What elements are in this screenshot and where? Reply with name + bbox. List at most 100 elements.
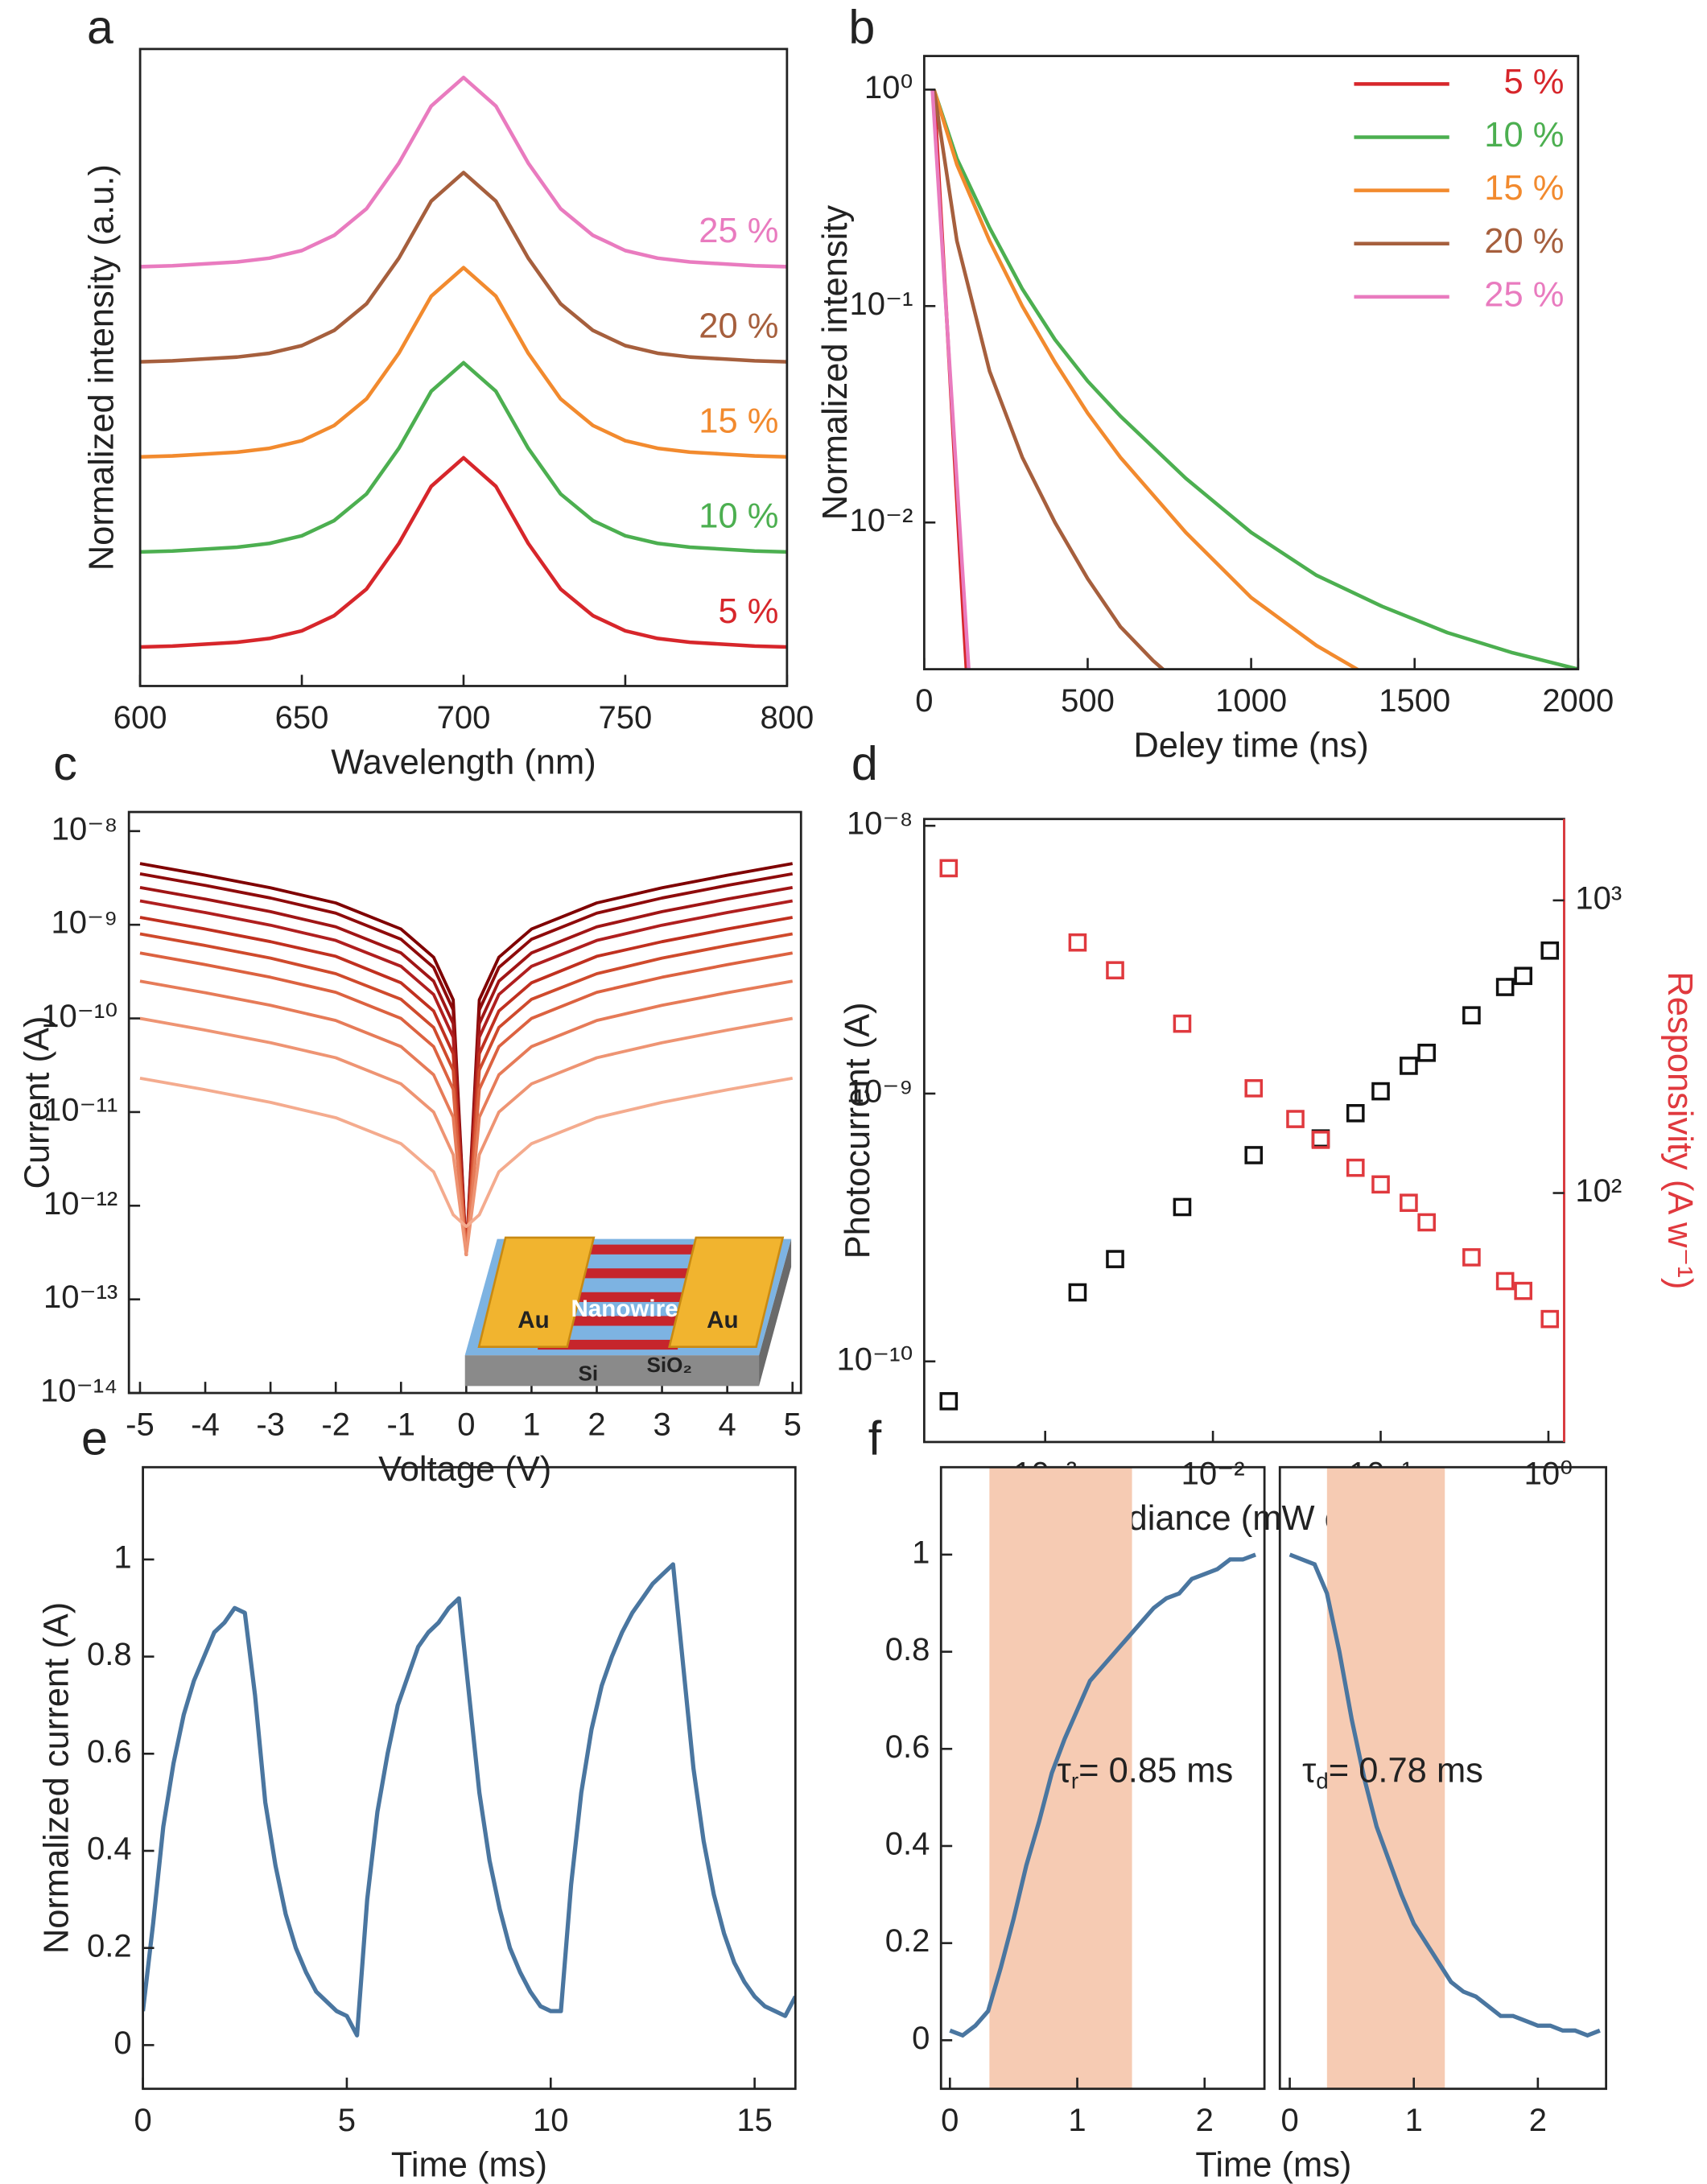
annotation-symbol: τ bbox=[1302, 1752, 1316, 1790]
y-axis-title: Normalized current (A) bbox=[38, 1602, 76, 1954]
x-tick-label: -2 bbox=[321, 1407, 350, 1442]
series-label: 10 % bbox=[699, 497, 778, 536]
marker bbox=[1173, 1197, 1192, 1217]
y-tick-label: 10⁻¹² bbox=[43, 1186, 118, 1222]
y-tick-label: 0 bbox=[113, 2025, 131, 2061]
data-line bbox=[140, 76, 787, 269]
marker bbox=[1417, 1213, 1436, 1232]
device-inset: Au Nanowire Au SiO₂ Si bbox=[464, 1236, 792, 1387]
marker bbox=[1371, 1175, 1390, 1194]
y-tick-label: 0 bbox=[912, 2021, 930, 2056]
marker bbox=[1173, 1014, 1192, 1033]
y-tick-label: 10⁻¹³ bbox=[43, 1279, 118, 1315]
plot-frame bbox=[127, 810, 802, 1395]
y-tick-label: 0.2 bbox=[885, 1923, 930, 1959]
x-tick-label: 750 bbox=[599, 700, 653, 736]
data-line bbox=[930, 89, 971, 670]
marker bbox=[1400, 1193, 1418, 1212]
y-tick-label: 10⁻¹⁰ bbox=[836, 1341, 913, 1377]
legend-label: 15 % bbox=[1484, 169, 1564, 208]
y-axis-title: Normalized intensity (a.u.) bbox=[82, 164, 121, 571]
annotation: τr= 0.85 ms bbox=[1058, 1752, 1234, 1794]
panel-label: f bbox=[868, 1411, 882, 1465]
marker bbox=[1068, 933, 1087, 952]
y-tick-label: 0.4 bbox=[885, 1827, 930, 1862]
x-tick-label: -5 bbox=[126, 1407, 155, 1442]
inset-label: SiO₂ bbox=[646, 1353, 692, 1377]
x-tick-label: 1000 bbox=[1215, 683, 1287, 719]
marker bbox=[939, 1391, 959, 1411]
panel-label: d bbox=[851, 736, 878, 790]
x-tick-label: 700 bbox=[437, 700, 491, 736]
marker bbox=[1495, 1271, 1515, 1291]
y-tick-label: 10⁻² bbox=[850, 503, 913, 538]
marker bbox=[1311, 1131, 1330, 1149]
series-label: 5 % bbox=[718, 592, 778, 631]
panel-label: c bbox=[53, 736, 77, 790]
inset-label: Si bbox=[578, 1361, 598, 1385]
x-tick-label: 10⁻² bbox=[1181, 1456, 1245, 1491]
x-tick-label: 500 bbox=[1061, 683, 1115, 719]
data-line bbox=[139, 1016, 794, 1257]
marker bbox=[1495, 978, 1515, 996]
annotation-text: = 0.78 ms bbox=[1329, 1752, 1483, 1790]
y-tick-label: 0.4 bbox=[87, 1832, 132, 1867]
series-label: 20 % bbox=[699, 307, 778, 345]
y-tick-label: 10⁻⁸ bbox=[52, 811, 118, 847]
marker bbox=[1346, 1103, 1365, 1123]
x-tick-label: 800 bbox=[760, 700, 814, 736]
annotation-symbol: τ bbox=[1058, 1752, 1071, 1790]
annotation: τd= 0.78 ms bbox=[1302, 1752, 1483, 1794]
x-axis-title: Deley time (ns) bbox=[1133, 727, 1368, 765]
data-line bbox=[140, 361, 787, 554]
data-line bbox=[949, 1552, 1256, 2038]
y-tick-label: 10⁻¹⁴ bbox=[40, 1374, 118, 1409]
data-line bbox=[140, 266, 787, 459]
data-line bbox=[139, 1076, 794, 1229]
marker bbox=[939, 859, 959, 878]
marker bbox=[1540, 941, 1560, 960]
x-tick-label: 10⁰ bbox=[1524, 1456, 1573, 1491]
series-label: 25 % bbox=[699, 212, 778, 250]
x-tick-label: 0 bbox=[1280, 2103, 1298, 2138]
marker bbox=[1244, 1079, 1264, 1098]
marker bbox=[1540, 1309, 1560, 1329]
legend-label: 20 % bbox=[1484, 222, 1564, 261]
x-tick-label: 0 bbox=[915, 683, 933, 719]
panel-label: e bbox=[81, 1411, 108, 1465]
y-tick-label: 10⁻⁹ bbox=[52, 905, 118, 941]
si-side bbox=[759, 1238, 792, 1387]
inset-label: Au bbox=[517, 1307, 549, 1333]
y-axis-title: Photocurrent (A) bbox=[839, 1002, 877, 1259]
marker bbox=[1400, 1057, 1418, 1075]
x-tick-label: 0 bbox=[457, 1407, 475, 1442]
x-tick-label: 1 bbox=[522, 1407, 540, 1442]
y-tick-label: 10⁻⁸ bbox=[847, 806, 913, 842]
y-tick-label: 1 bbox=[912, 1535, 930, 1570]
x-tick-label: 15 bbox=[736, 2103, 773, 2138]
y-tick-label: 0.6 bbox=[885, 1729, 930, 1765]
nanowire bbox=[560, 1244, 700, 1255]
marker bbox=[1068, 1283, 1087, 1302]
x-tick-label: 5 bbox=[784, 1407, 802, 1442]
plot-frame bbox=[1278, 1465, 1608, 2091]
marker bbox=[1244, 1146, 1264, 1164]
x-tick-label: 5 bbox=[338, 2103, 356, 2138]
x-tick-label: 2000 bbox=[1542, 683, 1614, 719]
marker bbox=[1514, 1281, 1533, 1300]
marker bbox=[1106, 1250, 1124, 1268]
x-axis-title: Time (ms) bbox=[1195, 2146, 1351, 2184]
x-tick-label: 1 bbox=[1068, 2103, 1086, 2138]
plot-frame bbox=[939, 1465, 1266, 2091]
nanowire bbox=[543, 1316, 684, 1326]
legend-label: 10 % bbox=[1484, 116, 1564, 155]
si-front bbox=[464, 1355, 760, 1387]
annotation-subscript: d bbox=[1316, 1769, 1328, 1794]
panel-label: b bbox=[848, 0, 875, 54]
y-tick-label: 0.6 bbox=[87, 1734, 132, 1770]
legend-label: 5 % bbox=[1503, 63, 1564, 101]
au-pad bbox=[477, 1236, 596, 1348]
x-axis-title: Wavelength (nm) bbox=[331, 743, 596, 781]
x-tick-label: 1 bbox=[1405, 2103, 1423, 2138]
data-line bbox=[140, 171, 787, 364]
